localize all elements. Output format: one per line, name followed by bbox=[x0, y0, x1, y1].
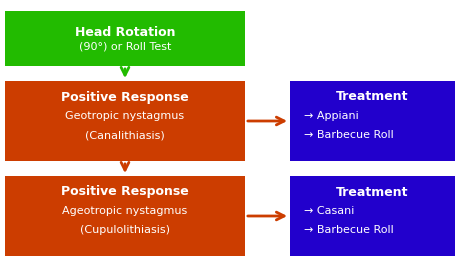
Text: Treatment: Treatment bbox=[336, 186, 409, 199]
FancyBboxPatch shape bbox=[5, 81, 245, 161]
Text: Ageotropic nystagmus: Ageotropic nystagmus bbox=[63, 206, 188, 216]
Text: (Canalithiasis): (Canalithiasis) bbox=[85, 130, 165, 140]
Text: Treatment: Treatment bbox=[336, 91, 409, 103]
Text: → Casani: → Casani bbox=[304, 206, 355, 216]
Text: Positive Response: Positive Response bbox=[61, 186, 189, 199]
FancyBboxPatch shape bbox=[5, 176, 245, 256]
Text: Geotropic nystagmus: Geotropic nystagmus bbox=[65, 111, 184, 121]
FancyBboxPatch shape bbox=[290, 176, 455, 256]
FancyBboxPatch shape bbox=[5, 11, 245, 66]
Text: → Barbecue Roll: → Barbecue Roll bbox=[304, 225, 394, 235]
Text: → Barbecue Roll: → Barbecue Roll bbox=[304, 130, 394, 140]
Text: (90°) or Roll Test: (90°) or Roll Test bbox=[79, 41, 171, 51]
Text: (Cupulolithiasis): (Cupulolithiasis) bbox=[80, 225, 170, 235]
Text: Head Rotation: Head Rotation bbox=[75, 26, 175, 39]
Text: Positive Response: Positive Response bbox=[61, 91, 189, 103]
FancyBboxPatch shape bbox=[290, 81, 455, 161]
Text: → Appiani: → Appiani bbox=[304, 111, 359, 121]
